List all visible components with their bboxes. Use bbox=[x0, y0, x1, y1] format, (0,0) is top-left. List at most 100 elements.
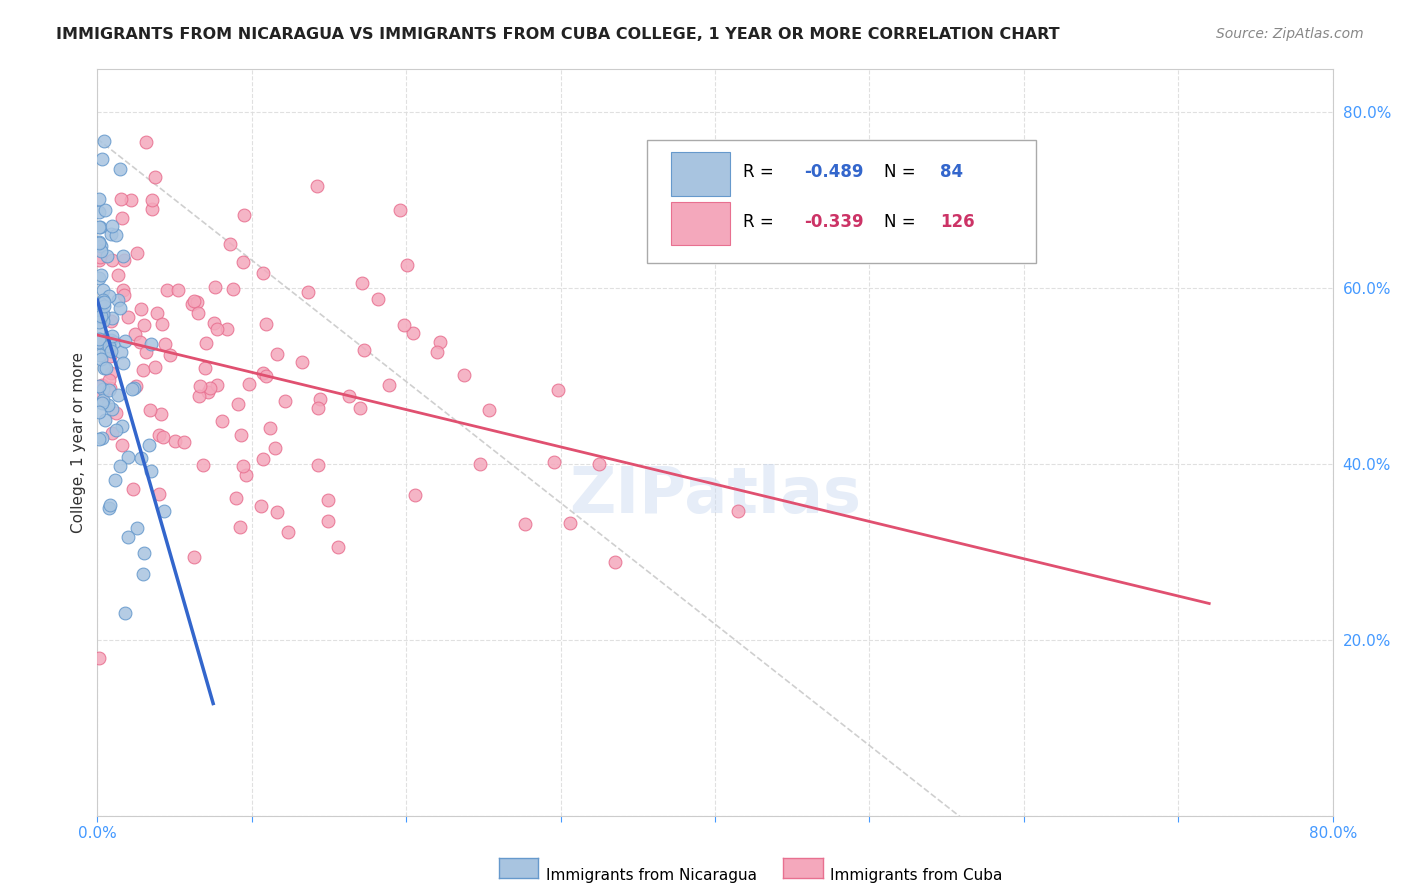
Point bbox=[187, 306, 209, 320]
Point bbox=[254, 317, 277, 331]
Point bbox=[378, 378, 401, 392]
Point bbox=[87, 271, 110, 285]
Point bbox=[111, 438, 134, 452]
Point bbox=[121, 382, 143, 396]
Point bbox=[108, 459, 131, 474]
Point bbox=[98, 349, 121, 363]
Point bbox=[195, 335, 218, 350]
Point bbox=[187, 389, 209, 403]
Point bbox=[211, 414, 233, 428]
Point bbox=[252, 267, 274, 281]
Point bbox=[89, 311, 111, 326]
Point bbox=[117, 530, 139, 544]
Point bbox=[101, 329, 124, 343]
Point bbox=[478, 402, 501, 417]
Point bbox=[588, 457, 610, 471]
Point bbox=[150, 407, 173, 421]
Point bbox=[100, 366, 122, 380]
Text: ZIPatlas: ZIPatlas bbox=[569, 464, 860, 525]
Point bbox=[191, 458, 214, 473]
Point bbox=[297, 285, 319, 300]
Point bbox=[100, 314, 122, 328]
Point bbox=[98, 498, 121, 512]
Point bbox=[429, 334, 451, 349]
Point bbox=[316, 514, 339, 528]
Point bbox=[141, 464, 163, 478]
Point bbox=[156, 283, 179, 297]
Text: IMMIGRANTS FROM NICARAGUA VS IMMIGRANTS FROM CUBA COLLEGE, 1 YEAR OR MORE CORREL: IMMIGRANTS FROM NICARAGUA VS IMMIGRANTS … bbox=[56, 27, 1060, 42]
Point bbox=[90, 244, 112, 258]
Point bbox=[89, 334, 111, 348]
Point bbox=[89, 250, 111, 264]
Point bbox=[134, 318, 156, 333]
Point bbox=[235, 468, 257, 483]
Point bbox=[150, 317, 173, 331]
Point bbox=[117, 450, 139, 464]
Point bbox=[202, 316, 225, 330]
Point bbox=[183, 294, 205, 309]
Point bbox=[98, 383, 121, 397]
Point bbox=[291, 355, 314, 369]
Point bbox=[547, 383, 569, 397]
Point bbox=[129, 450, 152, 465]
Point bbox=[219, 236, 242, 251]
Point bbox=[197, 385, 219, 400]
Point bbox=[90, 309, 112, 323]
Point bbox=[100, 333, 122, 347]
Point bbox=[307, 401, 329, 416]
Point bbox=[426, 345, 449, 359]
Point bbox=[110, 162, 132, 177]
Point bbox=[141, 193, 163, 207]
Point bbox=[166, 284, 188, 298]
Point bbox=[96, 249, 118, 263]
Text: -0.489: -0.489 bbox=[804, 163, 863, 181]
Point bbox=[96, 360, 118, 375]
Point bbox=[87, 321, 110, 335]
Point bbox=[111, 211, 134, 225]
Point bbox=[513, 516, 536, 531]
Point bbox=[129, 334, 152, 349]
Point bbox=[89, 348, 111, 362]
Point bbox=[108, 301, 131, 315]
Point bbox=[112, 287, 135, 301]
Point bbox=[233, 208, 256, 222]
Point bbox=[254, 368, 277, 383]
Point bbox=[453, 368, 475, 383]
Point bbox=[229, 520, 252, 534]
Point bbox=[103, 335, 125, 350]
Point bbox=[87, 219, 110, 234]
Point bbox=[139, 403, 162, 417]
Point bbox=[200, 381, 222, 395]
Point bbox=[87, 304, 110, 318]
Point bbox=[97, 398, 120, 412]
Point bbox=[89, 220, 111, 235]
Point bbox=[266, 347, 288, 361]
Point bbox=[180, 297, 202, 311]
Point bbox=[94, 343, 117, 357]
Point bbox=[125, 521, 148, 535]
Point bbox=[105, 423, 128, 437]
Point bbox=[259, 421, 281, 435]
Text: 126: 126 bbox=[941, 212, 974, 231]
Text: N =: N = bbox=[884, 163, 921, 181]
Point bbox=[107, 293, 129, 307]
Point bbox=[90, 239, 112, 253]
Point bbox=[232, 254, 254, 268]
Point bbox=[353, 343, 375, 357]
FancyBboxPatch shape bbox=[647, 139, 1036, 263]
Point bbox=[90, 268, 112, 282]
Point bbox=[100, 344, 122, 359]
Point bbox=[93, 361, 115, 376]
Point bbox=[112, 283, 135, 297]
Point bbox=[395, 258, 418, 272]
Point bbox=[91, 387, 114, 401]
Point bbox=[91, 396, 114, 410]
Point bbox=[93, 392, 115, 407]
Point bbox=[87, 650, 110, 665]
Point bbox=[93, 299, 115, 313]
Point bbox=[163, 434, 186, 448]
Point bbox=[132, 566, 155, 581]
Text: Immigrants from Nicaragua: Immigrants from Nicaragua bbox=[546, 869, 756, 883]
Point bbox=[101, 401, 124, 416]
Point bbox=[173, 435, 195, 450]
